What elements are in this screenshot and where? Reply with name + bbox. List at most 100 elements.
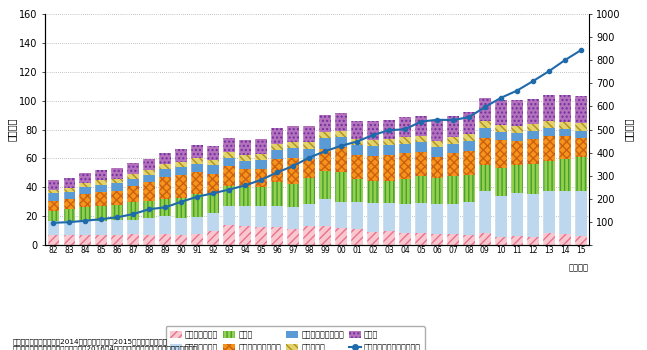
Bar <box>80 187 91 194</box>
Bar <box>303 178 315 204</box>
Bar <box>192 172 203 195</box>
Bar <box>287 142 299 148</box>
Bar <box>431 157 443 178</box>
Bar <box>287 229 299 245</box>
Bar <box>511 126 523 133</box>
Bar <box>223 186 235 206</box>
Bar <box>335 147 347 172</box>
Bar <box>271 144 283 150</box>
Bar <box>351 179 363 202</box>
Bar <box>415 176 426 203</box>
Bar <box>511 141 523 165</box>
Bar <box>479 233 490 245</box>
Bar <box>127 174 139 178</box>
Bar <box>431 234 443 245</box>
Bar <box>319 115 331 132</box>
Text: 資料）財務省「財政関係基礎データ（2016年4月）」、「財政統計」より国土交通省作成: 資料）財務省「財政関係基礎データ（2016年4月）」、「財政統計」より国土交通省… <box>13 345 198 350</box>
Bar <box>271 182 283 205</box>
Bar <box>335 131 347 137</box>
Bar <box>159 216 171 234</box>
Bar <box>399 178 411 204</box>
Bar <box>351 229 363 245</box>
Bar <box>256 154 267 160</box>
Bar <box>223 152 235 158</box>
Bar <box>80 235 91 245</box>
Bar <box>192 158 203 163</box>
Bar <box>271 128 283 144</box>
Bar <box>431 141 443 147</box>
Bar <box>192 234 203 245</box>
Bar <box>431 178 443 204</box>
Bar <box>47 201 59 211</box>
Bar <box>111 191 123 205</box>
Bar <box>367 121 378 140</box>
Bar <box>495 140 507 168</box>
Bar <box>463 235 475 245</box>
Bar <box>399 138 411 144</box>
Bar <box>239 226 251 245</box>
Bar <box>399 233 411 245</box>
Bar <box>208 160 219 165</box>
Bar <box>111 183 123 191</box>
Bar <box>319 199 331 226</box>
Bar <box>80 220 91 235</box>
Bar <box>463 202 475 235</box>
Bar <box>175 218 187 235</box>
Bar <box>144 182 155 201</box>
Bar <box>527 195 538 237</box>
Bar <box>559 129 571 137</box>
Bar <box>399 204 411 233</box>
Bar <box>256 160 267 169</box>
Bar <box>479 165 490 191</box>
Bar <box>335 228 347 245</box>
Bar <box>127 219 139 234</box>
Bar <box>335 172 347 202</box>
Bar <box>479 128 490 138</box>
Bar <box>47 211 59 221</box>
Bar <box>175 149 187 162</box>
Bar <box>463 151 475 175</box>
Bar <box>447 234 459 245</box>
Bar <box>47 221 59 234</box>
Bar <box>96 180 107 184</box>
Bar <box>399 144 411 153</box>
Bar <box>527 99 538 124</box>
Bar <box>239 169 251 187</box>
Bar <box>239 161 251 169</box>
Bar <box>431 120 443 141</box>
Bar <box>543 161 554 191</box>
Bar <box>511 194 523 237</box>
Bar <box>543 136 554 161</box>
Bar <box>127 187 139 202</box>
Bar <box>303 159 315 178</box>
Bar <box>559 122 571 129</box>
Bar <box>127 163 139 174</box>
Bar <box>575 236 587 245</box>
Bar <box>527 131 538 139</box>
Bar <box>383 139 395 145</box>
Bar <box>96 170 107 180</box>
Bar <box>175 235 187 245</box>
Bar <box>223 138 235 152</box>
Bar <box>367 146 378 156</box>
Bar <box>80 183 91 187</box>
Bar <box>543 233 554 245</box>
Bar <box>447 116 459 137</box>
Bar <box>335 137 347 147</box>
Bar <box>223 158 235 166</box>
Bar <box>80 207 91 220</box>
Bar <box>47 234 59 245</box>
Bar <box>239 140 251 155</box>
Bar <box>239 187 251 206</box>
Bar <box>479 121 490 128</box>
Bar <box>192 195 203 217</box>
Bar <box>463 134 475 141</box>
Bar <box>96 235 107 245</box>
Bar <box>511 237 523 245</box>
Bar <box>319 148 331 172</box>
Bar <box>287 158 299 184</box>
Bar <box>415 142 426 152</box>
Bar <box>351 139 363 145</box>
Bar <box>383 145 395 155</box>
Bar <box>575 124 587 131</box>
